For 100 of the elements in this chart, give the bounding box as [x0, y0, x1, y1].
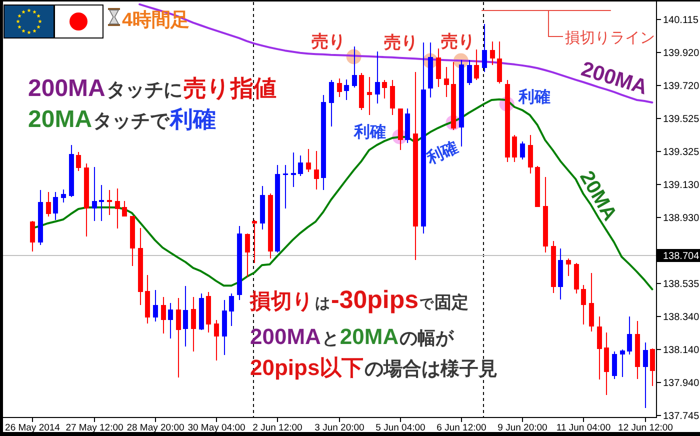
- annotation: と: [322, 329, 339, 348]
- candlestick: [390, 80, 395, 116]
- candlestick: [497, 41, 502, 84]
- candlestick: [581, 284, 586, 325]
- annotation: で: [420, 295, 435, 311]
- y-tick-label: 138.140: [663, 345, 700, 356]
- annotation: 利確: [352, 123, 386, 141]
- y-tick-label: 140.115: [663, 15, 699, 26]
- annotation: 売り: [312, 32, 346, 51]
- candlestick: [92, 166, 97, 222]
- candlestick: [650, 348, 655, 387]
- x-tick-label: 11 Jun 04:00: [556, 422, 611, 434]
- annotation: 利確: [517, 88, 550, 106]
- annotation: の場合は様子見: [364, 358, 498, 380]
- y-tick-label: 138.930: [663, 213, 700, 224]
- candlestick: [115, 188, 120, 229]
- candlestick: [643, 342, 648, 408]
- candlestick: [46, 191, 51, 218]
- candlestick: [436, 48, 441, 88]
- y-tick-label: 137.745: [663, 411, 700, 422]
- annotation: 20MA: [340, 324, 399, 349]
- candlestick: [314, 150, 319, 190]
- annotation: 利確: [423, 138, 461, 168]
- candlestick: [76, 152, 81, 172]
- x-tick-label: 3 Jun 20:00: [314, 422, 364, 434]
- y-tick-label: 139.720: [663, 81, 700, 92]
- candlestick: [627, 316, 632, 355]
- candlestick: [176, 297, 181, 378]
- ref-line-label: 損切りライン: [564, 30, 655, 46]
- x-tick-label: 2 Jun 12:00: [252, 422, 302, 434]
- candlestick: [352, 46, 357, 88]
- x-tick-label: 27 May 12:00: [66, 422, 124, 434]
- candlestick: [512, 134, 517, 162]
- x-tick-label: 5 Jun 04:00: [376, 422, 426, 434]
- candlestick: [444, 66, 449, 98]
- candlestick: [520, 141, 525, 160]
- ref-line-label: 138.704: [663, 251, 700, 262]
- candlestick: [61, 188, 66, 204]
- x-tick-label: 26 May 2014: [5, 422, 60, 434]
- candlestick: [566, 258, 571, 277]
- annotation: -30pips: [331, 286, 419, 314]
- annotation: 20MA: [28, 106, 92, 133]
- candlestick: [344, 78, 349, 100]
- candlestick: [99, 184, 104, 222]
- text: 200MA: [578, 58, 650, 100]
- y-tick-label: 139.325: [663, 147, 700, 158]
- candlestick: [597, 316, 602, 380]
- candlestick: [382, 80, 387, 99]
- candlestick: [490, 41, 495, 66]
- y-tick-label: 137.940: [663, 378, 700, 389]
- y-tick-label: 139.920: [663, 48, 700, 59]
- candlestick: [528, 134, 533, 174]
- annotation: タッチで: [93, 111, 170, 132]
- annotation: 利確: [169, 106, 216, 132]
- y-tick-label: 139.525: [663, 114, 700, 125]
- candlestick: [245, 232, 250, 278]
- candlestick: [589, 272, 594, 332]
- candlestick: [375, 51, 380, 104]
- candlestick: [329, 80, 334, 128]
- annotation: 売り: [440, 32, 475, 51]
- candlestick: [367, 76, 372, 116]
- annotation: 損切り: [249, 290, 314, 313]
- candlestick: [53, 191, 58, 221]
- candlestick: [252, 220, 257, 264]
- x-tick-label: 30 May 04:00: [188, 422, 246, 434]
- candlestick: [191, 296, 196, 352]
- annotation: は: [315, 295, 330, 312]
- candlestick: [229, 292, 234, 327]
- candlestick: [474, 48, 479, 81]
- candlestick: [482, 24, 487, 72]
- candlestick: [122, 200, 127, 218]
- candlestick: [107, 189, 112, 216]
- y-tick-label: 138.340: [663, 312, 700, 323]
- candlestick: [306, 148, 311, 172]
- candlestick: [291, 152, 296, 188]
- candlestick: [467, 60, 472, 86]
- annotation: 売り指値: [183, 75, 276, 101]
- annotation: 売り: [384, 33, 418, 52]
- candlestick: [337, 78, 342, 98]
- candlestick: [161, 296, 166, 334]
- annotation: タッチに: [106, 80, 182, 101]
- y-tick-label: 138.535: [663, 279, 700, 290]
- candlestick: [612, 351, 617, 380]
- annotation: 20pips以下: [250, 355, 364, 380]
- candlestick: [153, 289, 158, 322]
- candlestick: [168, 302, 173, 339]
- x-tick-label: 6 Jun 12:00: [436, 422, 486, 434]
- y-tick-label: 139.130: [663, 180, 700, 191]
- annotation: 200MA: [28, 75, 106, 102]
- x-tick-label: 28 May 20:00: [126, 422, 184, 434]
- candlestick: [214, 320, 219, 362]
- x-tick-label: 12 Jun 12:00: [618, 422, 673, 434]
- annotation: 固定: [434, 293, 469, 312]
- candlestick: [298, 155, 303, 176]
- annotation: の幅が: [400, 328, 455, 348]
- candlestick: [30, 220, 35, 252]
- candlestick: [620, 348, 625, 378]
- candlestick: [183, 285, 188, 348]
- x-tick-label: 9 Jun 20:00: [498, 422, 548, 434]
- annotation: 200MA: [250, 324, 322, 349]
